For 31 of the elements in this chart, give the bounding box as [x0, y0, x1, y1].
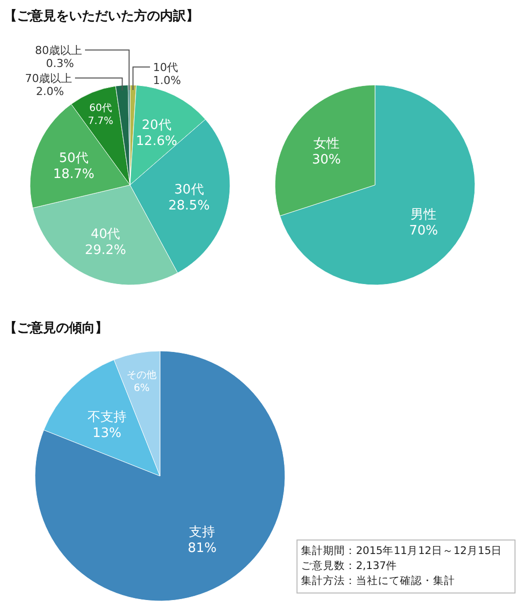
data-label: 70% — [409, 223, 438, 238]
text: 集計方法：当社にて確認・集計 — [301, 574, 455, 587]
data-label: 13% — [92, 426, 122, 441]
data-label: 12.6% — [136, 134, 178, 150]
slice-label: 40代 — [90, 226, 120, 242]
slice-label: 男性 — [410, 207, 437, 222]
data-label: 0.3% — [46, 57, 74, 70]
data-label: 7.7% — [88, 116, 114, 127]
slice-label: 60代 — [89, 102, 112, 114]
text: ご意見数：2,137件 — [301, 559, 398, 572]
data-label: 18.7% — [53, 167, 94, 182]
slice-label: 30代 — [174, 182, 204, 198]
data-label: 81% — [188, 541, 217, 556]
slice-label: 支持 — [189, 525, 216, 540]
slice-label: 80歳以上 — [35, 44, 82, 57]
data-label: 1.0% — [153, 74, 181, 87]
data-label: 2.0% — [36, 85, 64, 98]
slice-label: 10代 — [153, 61, 178, 74]
slice-label: 50代 — [58, 151, 89, 166]
data-label: 29.2% — [84, 242, 126, 258]
slice-label: 女性 — [313, 136, 340, 152]
data-label: 28.5% — [168, 198, 210, 214]
slice-label: 70歳以上 — [25, 72, 72, 85]
slice-label: 20代 — [142, 118, 172, 134]
slice-label: 不支持 — [87, 410, 126, 425]
chart-title: 【ご意見の傾向】 — [4, 320, 108, 336]
slice-label: その他 — [126, 369, 157, 382]
data-label: 30% — [312, 152, 341, 168]
text: 集計期間：2015年11月12日～12月15日 — [301, 544, 502, 557]
data-label: 6% — [134, 383, 150, 394]
chart-title: 【ご意見をいただいた方の内訳】 — [4, 8, 199, 24]
